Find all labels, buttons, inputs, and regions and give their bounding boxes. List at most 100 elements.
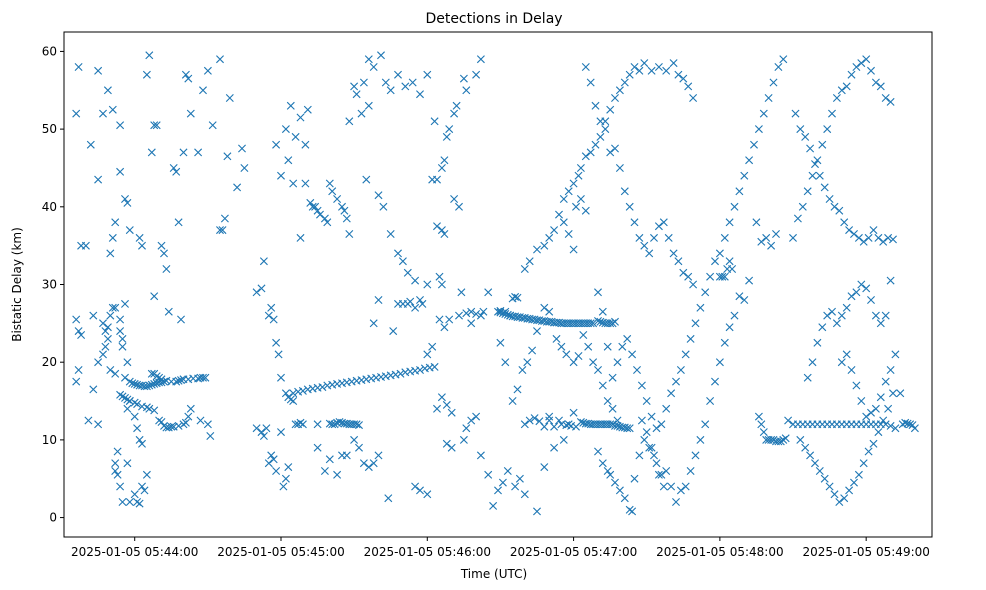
detection-point	[837, 86, 846, 95]
detection-point	[172, 377, 181, 386]
detection-point	[138, 241, 146, 250]
detection-point	[696, 303, 705, 312]
detection-point	[823, 311, 832, 320]
detection-point	[889, 389, 897, 398]
detection-point	[123, 198, 132, 207]
detection-point	[289, 397, 298, 405]
detection-point	[813, 156, 822, 165]
detection-point	[793, 214, 802, 223]
x-tick-label: 2025-01-05 05:49:00	[802, 545, 929, 559]
detection-point	[603, 342, 612, 351]
detection-point	[440, 323, 449, 332]
detection-point	[662, 404, 671, 413]
detection-point	[762, 233, 771, 242]
detection-point	[896, 389, 905, 398]
detection-point	[108, 303, 117, 312]
detection-point	[494, 307, 502, 316]
detection-point	[328, 420, 337, 429]
detection-point	[257, 428, 266, 437]
detection-point	[394, 249, 402, 258]
detection-point	[352, 420, 361, 429]
detection-point	[150, 406, 159, 415]
detection-point	[364, 101, 373, 110]
detection-point	[359, 78, 368, 87]
detection-point	[238, 144, 246, 153]
detection-point	[852, 63, 861, 71]
detection-point	[152, 379, 161, 388]
detection-point	[579, 331, 588, 339]
detection-point	[423, 350, 432, 359]
detection-point	[520, 265, 529, 273]
detection-point	[94, 175, 103, 184]
detection-point	[430, 117, 439, 126]
detection-point	[320, 467, 329, 475]
detection-point	[362, 175, 371, 184]
detection-point	[328, 187, 337, 196]
detection-point	[910, 424, 919, 433]
detection-point	[615, 164, 624, 172]
detection-point	[316, 210, 324, 219]
detection-point	[647, 412, 656, 421]
detection-point	[111, 303, 120, 312]
detection-point	[118, 342, 127, 351]
detection-point	[196, 416, 205, 425]
detection-point	[611, 94, 619, 102]
detection-point	[111, 218, 120, 227]
detection-point	[142, 70, 151, 79]
detection-point	[684, 272, 693, 281]
detection-point	[784, 416, 793, 425]
detection-point	[369, 63, 378, 71]
detection-point	[635, 233, 644, 242]
detection-point	[594, 366, 602, 374]
detection-point	[528, 346, 537, 355]
detection-point	[871, 404, 880, 413]
detection-point	[281, 474, 290, 483]
detection-point	[111, 369, 120, 378]
detection-point	[447, 443, 456, 452]
detection-point	[133, 424, 142, 433]
detection-point	[608, 420, 617, 429]
detection-point	[513, 385, 522, 394]
detection-point	[550, 226, 559, 235]
detection-point	[140, 382, 149, 391]
detection-point	[184, 412, 193, 421]
detection-point	[416, 296, 424, 304]
detection-point	[472, 310, 481, 318]
detection-point	[720, 233, 729, 242]
y-tick-label: 40	[42, 200, 57, 214]
detection-point	[164, 307, 173, 316]
detection-point	[642, 397, 651, 405]
detection-point	[669, 59, 678, 68]
detection-point	[118, 334, 127, 343]
detection-point	[489, 501, 498, 510]
detection-point	[664, 233, 673, 242]
detection-point	[186, 109, 195, 118]
detection-point	[876, 82, 885, 91]
detection-point	[686, 334, 695, 343]
detection-point	[720, 338, 729, 347]
detection-point	[774, 437, 783, 446]
detection-point	[77, 331, 86, 339]
detection-point	[718, 272, 727, 281]
detection-point	[555, 210, 563, 219]
detection-point	[562, 350, 571, 359]
detection-point	[689, 280, 698, 289]
detection-point	[625, 424, 634, 433]
detection-point	[586, 78, 595, 87]
detection-point	[767, 241, 776, 250]
detection-point	[89, 311, 98, 320]
detection-point	[496, 306, 505, 315]
detection-point	[506, 311, 515, 320]
detection-point	[757, 420, 766, 429]
detection-point	[301, 179, 310, 188]
detection-point	[669, 249, 678, 258]
detection-point	[257, 284, 266, 293]
detection-point	[101, 327, 110, 336]
detection-point	[130, 398, 139, 407]
detection-point	[435, 315, 444, 324]
detection-point	[520, 490, 529, 499]
detection-point	[350, 82, 359, 91]
detection-point	[416, 486, 424, 495]
detection-point	[681, 350, 690, 359]
detection-point	[591, 101, 600, 110]
